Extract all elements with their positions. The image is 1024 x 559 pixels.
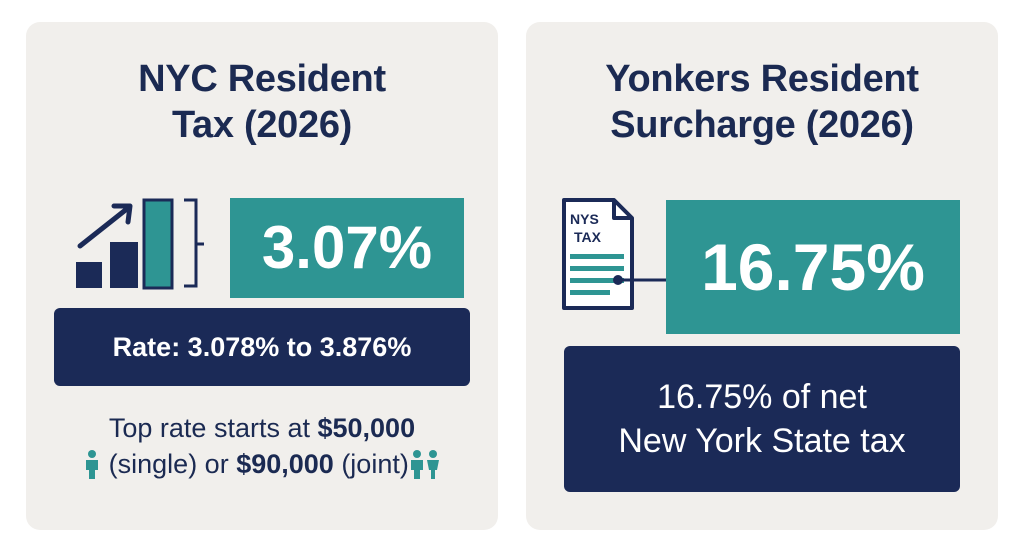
nyc-card: NYC Resident Tax (2026) 3.07% Rate: 3.07… <box>26 22 498 530</box>
nyc-rate-range: Rate: 3.078% to 3.876% <box>54 308 470 386</box>
nyc-headline-rate: 3.07% <box>230 198 464 298</box>
growth-chart-icon <box>76 198 204 290</box>
doc-label-line1: NYS <box>570 211 599 227</box>
nyc-title-line1: NYC Resident <box>138 58 386 100</box>
yonkers-description-line1: 16.75% of net <box>657 378 867 416</box>
couple-icon <box>410 450 439 479</box>
bracket-icon <box>184 198 204 288</box>
note-prefix: Top rate starts at <box>108 413 318 443</box>
yonkers-title-line1: Yonkers Resident <box>605 58 919 100</box>
tax-document-icon: NYS TAX <box>562 198 666 310</box>
yonkers-description: 16.75% of net New York State tax <box>564 346 960 492</box>
yonkers-title: Yonkers Resident Surcharge (2026) <box>526 56 998 148</box>
single-threshold: $50,000 <box>317 413 416 443</box>
nyc-title: NYC Resident Tax (2026) <box>26 56 498 148</box>
yonkers-headline-rate: 16.75% <box>666 200 960 334</box>
yonkers-card: Yonkers Resident Surcharge (2026) NYS TA… <box>526 22 998 530</box>
nyc-threshold-note: Top rate starts at $50,000 (single) or $… <box>26 410 498 482</box>
joint-label: (joint) <box>333 449 409 479</box>
connector-line-icon <box>613 275 666 285</box>
nyc-title-line2: Tax (2026) <box>171 104 353 146</box>
yonkers-title-line2: Surcharge (2026) <box>610 104 914 146</box>
doc-label-line2: TAX <box>574 229 602 245</box>
single-label: (single) or <box>101 449 237 479</box>
person-icon <box>86 450 99 479</box>
yonkers-description-line2: New York State tax <box>618 422 906 460</box>
joint-threshold: $90,000 <box>236 449 334 479</box>
